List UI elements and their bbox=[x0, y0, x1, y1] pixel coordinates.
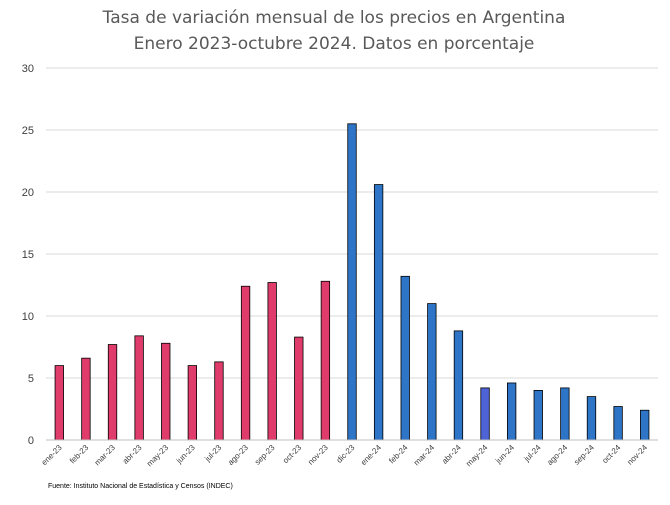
bar-may-24 bbox=[480, 387, 490, 441]
x-tick-label: jun-24 bbox=[493, 443, 516, 466]
x-tick-label: mar-23 bbox=[93, 443, 118, 468]
y-tick-label: 20 bbox=[22, 187, 34, 199]
y-tick-label: 25 bbox=[22, 125, 34, 137]
bar-abr-23 bbox=[134, 335, 144, 441]
bar-oct-24 bbox=[613, 406, 623, 441]
x-tick-label: nov-24 bbox=[625, 443, 649, 467]
x-tick-label: abr-24 bbox=[440, 443, 463, 466]
bar-may-23 bbox=[161, 342, 171, 441]
source-note: Fuente: Instituto Nacional de Estadístic… bbox=[48, 483, 233, 490]
chart-title-line-1: Tasa de variación mensual de los precios… bbox=[102, 8, 566, 28]
bar-nov-23 bbox=[320, 280, 331, 441]
y-tick-label: 15 bbox=[22, 249, 34, 261]
x-tick-label: jun-23 bbox=[174, 443, 197, 466]
y-tick-label: 5 bbox=[28, 373, 34, 385]
x-tick-label: sep-23 bbox=[253, 443, 277, 467]
y-axis-ticks: 0 5 10 15 20 25 30 bbox=[22, 63, 34, 447]
bar-ago-24 bbox=[560, 387, 570, 441]
bar-jun-23 bbox=[187, 365, 197, 441]
bar-nov-24 bbox=[640, 409, 650, 441]
bar-jul-24 bbox=[533, 389, 543, 441]
chart-title-line-2: Enero 2023-octubre 2024. Datos en porcen… bbox=[134, 34, 535, 54]
x-tick-label: feb-24 bbox=[387, 443, 410, 466]
x-tick-label: nov-23 bbox=[306, 443, 330, 467]
bar-ene-24 bbox=[373, 184, 384, 441]
bar-dic-23 bbox=[347, 123, 357, 441]
x-tick-label: mar-24 bbox=[412, 443, 437, 468]
bar-mar-23 bbox=[107, 344, 118, 441]
bar-feb-23 bbox=[81, 357, 91, 441]
x-tick-label: may-24 bbox=[464, 443, 490, 469]
bar-oct-23 bbox=[294, 336, 304, 441]
x-tick-label: jul-23 bbox=[202, 443, 223, 464]
y-tick-label: 30 bbox=[22, 63, 34, 75]
x-tick-label: abr-23 bbox=[121, 443, 144, 466]
bar-sep-23 bbox=[267, 282, 277, 441]
bar-feb-24 bbox=[400, 275, 410, 441]
bar-ago-23 bbox=[240, 285, 251, 441]
x-tick-label: ago-24 bbox=[545, 443, 569, 467]
bar-abr-24 bbox=[453, 330, 464, 441]
bars bbox=[54, 123, 650, 441]
x-tick-label: jul-24 bbox=[522, 443, 543, 464]
x-tick-label: oct-23 bbox=[281, 443, 303, 465]
bar-ene-23 bbox=[54, 365, 64, 441]
x-tick-label: ene-24 bbox=[359, 443, 383, 467]
bar-sep-24 bbox=[586, 396, 597, 441]
x-tick-label: ene-23 bbox=[40, 443, 64, 467]
x-tick-label: feb-23 bbox=[68, 443, 91, 466]
x-tick-label: oct-24 bbox=[600, 443, 622, 465]
bar-mar-24 bbox=[427, 303, 437, 441]
x-tick-label: sep-24 bbox=[572, 443, 596, 467]
x-tick-label: dic-23 bbox=[335, 443, 357, 465]
x-tick-label: ago-23 bbox=[226, 443, 250, 467]
y-tick-label: 0 bbox=[28, 435, 34, 447]
bar-jun-24 bbox=[507, 382, 517, 441]
bar-jul-23 bbox=[214, 361, 224, 441]
x-axis-ticks: ene-23 feb-23 mar-23 abr-23 may-23 jun-23 jul-… bbox=[40, 443, 650, 469]
x-tick-label: may-23 bbox=[145, 443, 171, 469]
y-tick-label: 10 bbox=[22, 311, 34, 323]
